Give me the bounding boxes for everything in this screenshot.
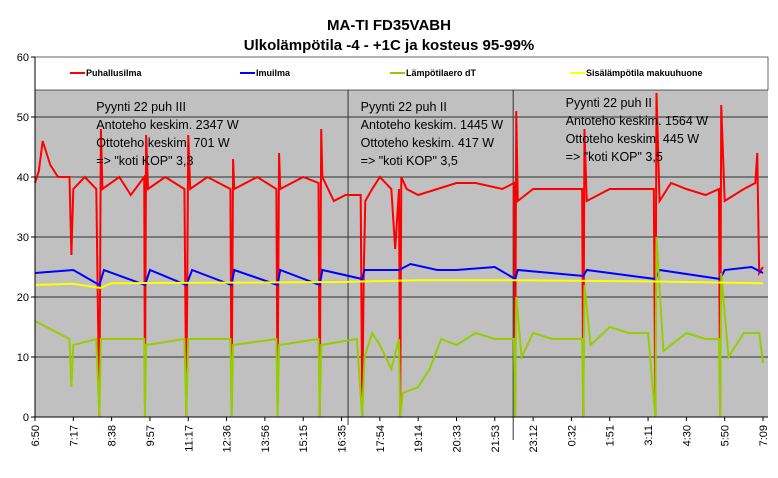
annotation-text: Pyynti 22 puh II [361, 100, 447, 114]
y-tick-label: 60 [17, 52, 29, 64]
x-tick-label: 13:56 [260, 425, 272, 453]
x-tick-label: 12:36 [222, 425, 234, 453]
annotation-text: Ottoteho keskim. 417 W [361, 136, 495, 150]
chart-subtitle: Ulkolämpötila -4 - +1C ja kosteus 95-99% [244, 37, 535, 54]
annotation-text: Antoteho keskim. 2347 W [96, 118, 239, 132]
y-tick-label: 0 [23, 412, 29, 424]
x-tick-label: 19:14 [413, 425, 425, 453]
x-tick-label: 4:30 [681, 425, 693, 446]
x-tick-label: 17:54 [375, 425, 387, 453]
x-tick-label: 6:50 [30, 425, 42, 446]
chart-title: MA-TI FD35VABH [327, 17, 451, 34]
y-tick-label: 50 [17, 112, 29, 124]
x-tick-label: 16:35 [337, 425, 349, 453]
legend-label: Imuilma [256, 68, 291, 78]
annotation-text: Ottoteho keskim. 701 W [96, 136, 230, 150]
annotation-text: Pyynti 22 puh II [566, 96, 652, 110]
series-line-3 [34, 279, 764, 290]
y-tick-label: 10 [17, 352, 29, 364]
x-tick-label: 5:50 [720, 425, 732, 446]
y-tick-label: 40 [17, 172, 29, 184]
annotation-text: => "koti KOP" 3,3 [96, 154, 193, 168]
x-tick-label: 8:38 [107, 425, 119, 446]
x-tick-label: 11:17 [183, 425, 195, 452]
annotation-text: Pyynti 22 puh III [96, 100, 186, 114]
x-tick-label: 1:51 [605, 425, 617, 446]
x-tick-label: 7:09 [758, 425, 770, 446]
y-tick-label: 30 [17, 232, 29, 244]
y-tick-label: 20 [17, 292, 29, 304]
annotation-text: Ottoteho keskim. 445 W [566, 132, 700, 146]
legend-label: Sisälämpötila makuuhuone [586, 68, 703, 78]
x-tick-label: 0:32 [566, 425, 578, 446]
series-line-2 [34, 236, 764, 418]
annotation-text: => "koti KOP" 3,5 [361, 154, 458, 168]
x-tick-label: 21:53 [490, 425, 502, 453]
legend-label: Lämpötilaero dT [406, 68, 477, 78]
x-tick-label: 3:11 [643, 425, 655, 446]
x-tick-label: 15:15 [298, 425, 310, 453]
x-tick-label: 7:17 [68, 425, 80, 446]
x-tick-label: 9:57 [145, 425, 157, 446]
annotation-text: Antoteho keskim. 1445 W [361, 118, 504, 132]
annotation-text: Antoteho keskim. 1564 W [566, 114, 709, 128]
legend-label: Puhallusilma [86, 68, 143, 78]
x-tick-label: 23:12 [528, 425, 540, 453]
annotation-text: => "koti KOP" 3,5 [566, 150, 663, 164]
x-tick-label: 20:33 [451, 425, 463, 453]
